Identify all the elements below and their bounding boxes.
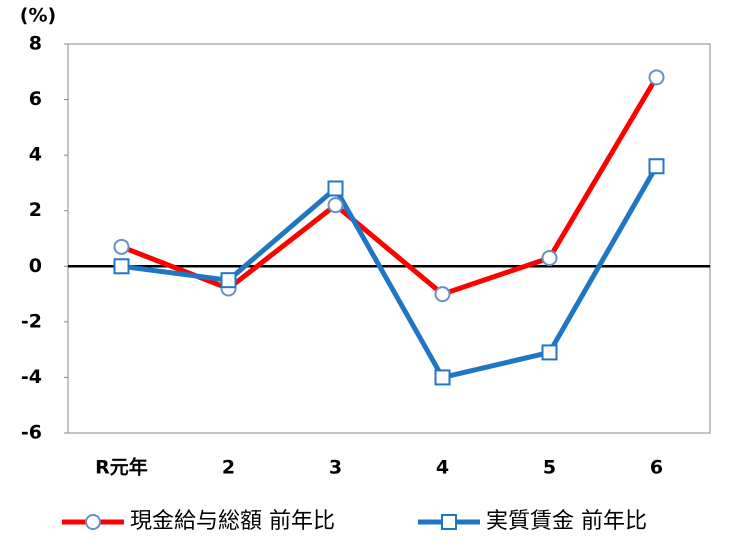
marker: [220, 272, 237, 289]
marker: [648, 158, 665, 175]
marker: [648, 69, 665, 86]
y-axis-unit: (%): [20, 5, 56, 27]
y-tick-label: -4: [21, 366, 42, 388]
marker: [541, 344, 558, 361]
x-tick-label: 2: [222, 457, 235, 479]
y-tick-label: 8: [29, 33, 42, 55]
x-tick-label: 4: [436, 457, 449, 479]
marker: [541, 249, 558, 266]
legend-marker: [85, 514, 101, 530]
series-line: [121, 165, 659, 380]
marker: [113, 238, 130, 255]
marker: [434, 369, 451, 386]
series-line: [120, 76, 659, 297]
marker: [327, 197, 344, 214]
legend-label: 現金給与総額 前年比: [130, 509, 335, 534]
y-tick-label: 4: [29, 144, 42, 166]
y-tick-label: -2: [21, 310, 42, 332]
marker: [113, 258, 130, 275]
legend-label: 実質賃金 前年比: [486, 509, 647, 534]
x-tick-label: 3: [329, 457, 342, 479]
x-tick-label: R元年: [95, 456, 148, 479]
plot-area: [67, 43, 711, 434]
marker: [434, 286, 451, 303]
x-tick-label: 6: [650, 457, 663, 479]
y-tick-label: -6: [21, 422, 42, 444]
x-tick-label: 5: [543, 457, 556, 479]
y-tick-label: 6: [29, 88, 42, 110]
y-tick-label: 0: [29, 255, 42, 277]
legend-marker: [441, 514, 457, 530]
y-tick-label: 2: [29, 199, 42, 221]
marker: [327, 180, 344, 197]
